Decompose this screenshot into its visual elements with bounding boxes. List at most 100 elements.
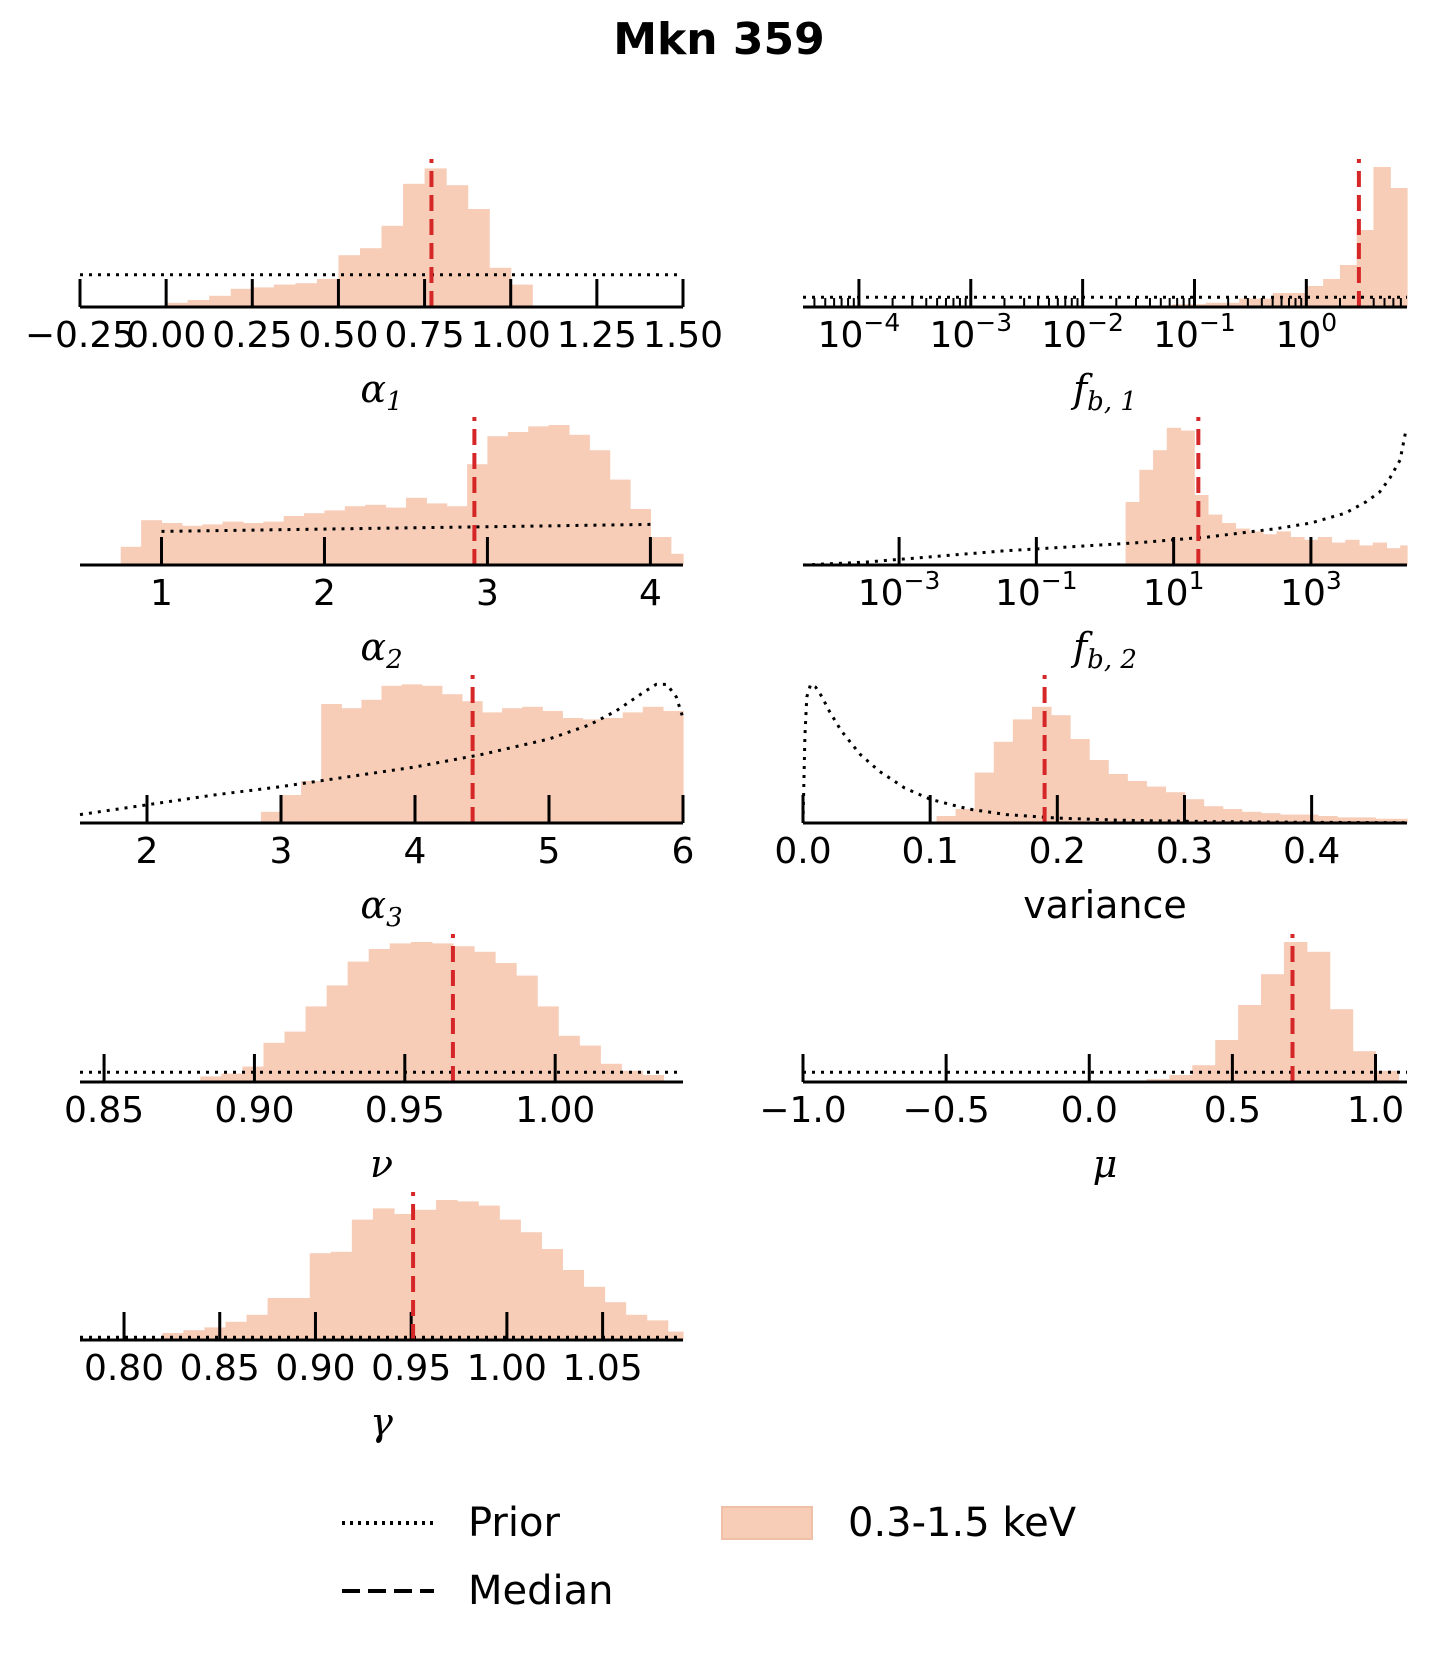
fb2-bar-10 bbox=[1262, 534, 1278, 565]
variance-bar-18 bbox=[1279, 814, 1300, 823]
nu-bar-12 bbox=[452, 946, 475, 1082]
nu-bar-7 bbox=[347, 961, 370, 1082]
alpha2-bar-24 bbox=[609, 479, 631, 565]
alpha2-bar-18 bbox=[487, 436, 509, 565]
fb2-bar-0 bbox=[1125, 502, 1140, 565]
variance-bar-3 bbox=[993, 741, 1014, 823]
gamma-tick-label-1: 0.85 bbox=[180, 1348, 260, 1389]
alpha2-bar-14 bbox=[405, 497, 427, 565]
gamma-bar-3 bbox=[225, 1321, 248, 1340]
nu-tick-label-3: 1.00 bbox=[515, 1090, 595, 1131]
gamma-bar-10 bbox=[372, 1208, 395, 1340]
fb2-bar-12 bbox=[1290, 537, 1305, 565]
legend-median-line bbox=[342, 1589, 434, 1593]
gamma-tick-label-0: 0.80 bbox=[84, 1348, 164, 1389]
fb2-bar-14 bbox=[1317, 537, 1333, 565]
legend-band-patch bbox=[721, 1506, 813, 1540]
mu-bar-4 bbox=[1238, 1005, 1262, 1082]
panel-fb1: 10−4 10−3 10−2 10−1 100 fb, 1 bbox=[803, 159, 1408, 417]
alpha2-bar-25 bbox=[630, 509, 652, 565]
variance-bar-2 bbox=[974, 772, 995, 823]
alpha1-tick-label-1: 0.00 bbox=[126, 315, 206, 356]
nu-bar-9 bbox=[389, 943, 412, 1082]
variance-bar-6 bbox=[1050, 715, 1071, 823]
gamma-tick-label-3: 0.95 bbox=[371, 1348, 451, 1389]
alpha2-bar-23 bbox=[589, 450, 611, 565]
panel-alpha2: 1 2 3 4 α2 bbox=[80, 417, 684, 675]
mu-bar-1 bbox=[1169, 1075, 1193, 1082]
alpha2-bar-3 bbox=[181, 525, 203, 565]
gamma-bar-7 bbox=[309, 1253, 332, 1340]
panel-nu: 0.85 0.90 0.95 1.00 ν bbox=[64, 934, 683, 1186]
alpha2-bar-6 bbox=[242, 523, 264, 565]
alpha2-bar-7 bbox=[263, 521, 285, 565]
panel-mu: −1.0 −0.5 0.0 0.5 1.0 μ bbox=[759, 934, 1407, 1186]
gamma-bar-19 bbox=[562, 1270, 585, 1340]
gamma-bar-13 bbox=[436, 1200, 458, 1340]
gamma-bar-20 bbox=[583, 1286, 606, 1340]
alpha2-tick-label-2: 3 bbox=[476, 573, 499, 614]
fb1-tick-label-1: 10−3 bbox=[929, 308, 1012, 356]
alpha3-bar-11 bbox=[482, 712, 503, 823]
panel-variance: 0.0 0.1 0.2 0.3 0.4 variance bbox=[774, 675, 1408, 927]
mu-tick-label-2: 0.0 bbox=[1061, 1090, 1118, 1131]
mu-bar-5 bbox=[1261, 974, 1285, 1082]
alpha1-bar-8 bbox=[338, 255, 361, 307]
alpha3-tick-label-0: 2 bbox=[136, 831, 159, 872]
alpha1-bar-13 bbox=[446, 185, 469, 307]
variance-bar-23 bbox=[1375, 818, 1395, 823]
nu-bar-0 bbox=[200, 1076, 222, 1082]
alpha2-prior-line bbox=[161, 522, 651, 533]
gamma-tick-label-4: 1.00 bbox=[467, 1348, 547, 1389]
alpha3-bar-6 bbox=[381, 685, 403, 823]
gamma-bar-18 bbox=[541, 1249, 563, 1340]
mu-bar-3 bbox=[1215, 1040, 1239, 1082]
fb2-tick-label-0: 10−3 bbox=[858, 566, 941, 614]
variance-tick-label-3: 0.3 bbox=[1156, 831, 1213, 872]
alpha1-axis-label: α1 bbox=[360, 367, 402, 417]
nu-bar-14 bbox=[495, 963, 517, 1082]
alpha2-bar-22 bbox=[568, 434, 590, 565]
fb2-bar-1 bbox=[1139, 469, 1154, 565]
alpha3-bar-16 bbox=[582, 719, 604, 823]
variance-bar-17 bbox=[1260, 813, 1281, 823]
variance-bar-5 bbox=[1031, 706, 1052, 823]
fb1-tick-label-3: 10−1 bbox=[1153, 308, 1236, 356]
alpha1-bar-6 bbox=[295, 283, 318, 307]
alpha1-bar-4 bbox=[252, 287, 275, 307]
gamma-bar-17 bbox=[520, 1232, 542, 1340]
nu-bar-1 bbox=[221, 1073, 244, 1082]
alpha1-tick-label-0: −0.25 bbox=[25, 315, 135, 356]
fb2-bar-15 bbox=[1331, 542, 1346, 565]
alpha2-tick-label-0: 1 bbox=[150, 573, 173, 614]
fb2-bar-17 bbox=[1358, 545, 1374, 565]
mu-bar-6 bbox=[1283, 942, 1308, 1082]
mu-tick-label-4: 1.0 bbox=[1347, 1090, 1404, 1131]
alpha2-bar-10 bbox=[324, 510, 346, 565]
alpha1-tick-label-6: 1.25 bbox=[557, 315, 637, 356]
alpha2-bar-26 bbox=[650, 537, 672, 565]
gamma-bar-5 bbox=[267, 1298, 290, 1340]
alpha2-bar-12 bbox=[365, 504, 387, 565]
alpha3-axis-label: α3 bbox=[360, 883, 402, 933]
panel-alpha3: 2 3 4 5 6 α3 bbox=[79, 675, 694, 933]
variance-bar-24 bbox=[1394, 818, 1408, 823]
fb1-bar-7 bbox=[1356, 230, 1375, 307]
alpha2-bar-15 bbox=[426, 503, 448, 565]
alpha1-tick-label-4: 0.75 bbox=[384, 315, 464, 356]
nu-axis-label: ν bbox=[370, 1142, 393, 1186]
mu-bar-7 bbox=[1306, 951, 1331, 1082]
mu-tick-label-1: −0.5 bbox=[902, 1090, 989, 1131]
variance-bar-0 bbox=[936, 816, 957, 823]
alpha1-bar-7 bbox=[316, 279, 340, 307]
alpha3-bar-4 bbox=[341, 708, 362, 823]
variance-tick-label-1: 0.1 bbox=[902, 831, 959, 872]
nu-bar-6 bbox=[326, 985, 349, 1082]
gamma-bar-12 bbox=[415, 1209, 437, 1340]
nu-bar-16 bbox=[537, 1006, 559, 1082]
alpha3-bar-17 bbox=[602, 718, 624, 823]
gamma-bar-23 bbox=[646, 1320, 669, 1340]
alpha3-bar-12 bbox=[502, 708, 523, 823]
variance-bar-16 bbox=[1241, 811, 1262, 823]
